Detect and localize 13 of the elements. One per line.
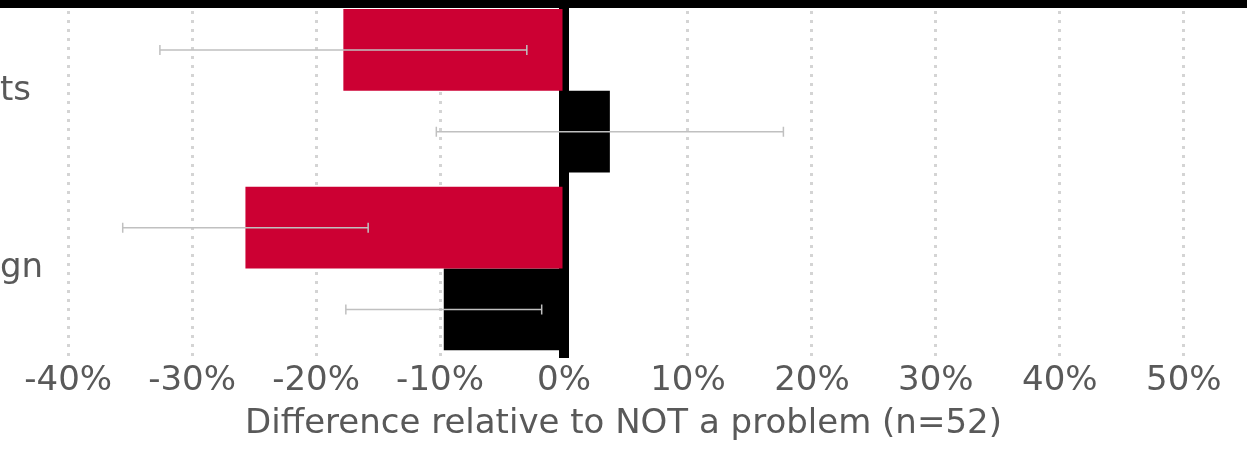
x-tick-label: 50% <box>1145 357 1222 398</box>
y-tick-label: gn <box>0 245 44 286</box>
x-tick-label: 0% <box>537 357 591 398</box>
x-tick-label: -20% <box>272 357 361 398</box>
x-tick-label: 20% <box>774 357 850 398</box>
x-tick-label: -10% <box>396 357 484 398</box>
x-tick-label: 40% <box>1022 357 1098 398</box>
x-tick-label: -40% <box>24 357 113 398</box>
x-tick-label: 30% <box>898 357 974 398</box>
y-tick-label: ts <box>0 67 32 108</box>
x-tick-label: -30% <box>148 357 237 398</box>
x-tick-label: 10% <box>650 357 726 398</box>
x-axis-title: Difference relative to NOT a problem (n=52) <box>245 401 1002 442</box>
